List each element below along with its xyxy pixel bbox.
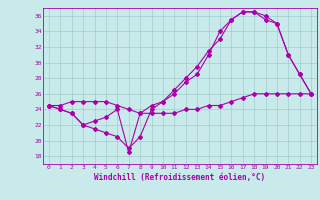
- X-axis label: Windchill (Refroidissement éolien,°C): Windchill (Refroidissement éolien,°C): [94, 173, 266, 182]
